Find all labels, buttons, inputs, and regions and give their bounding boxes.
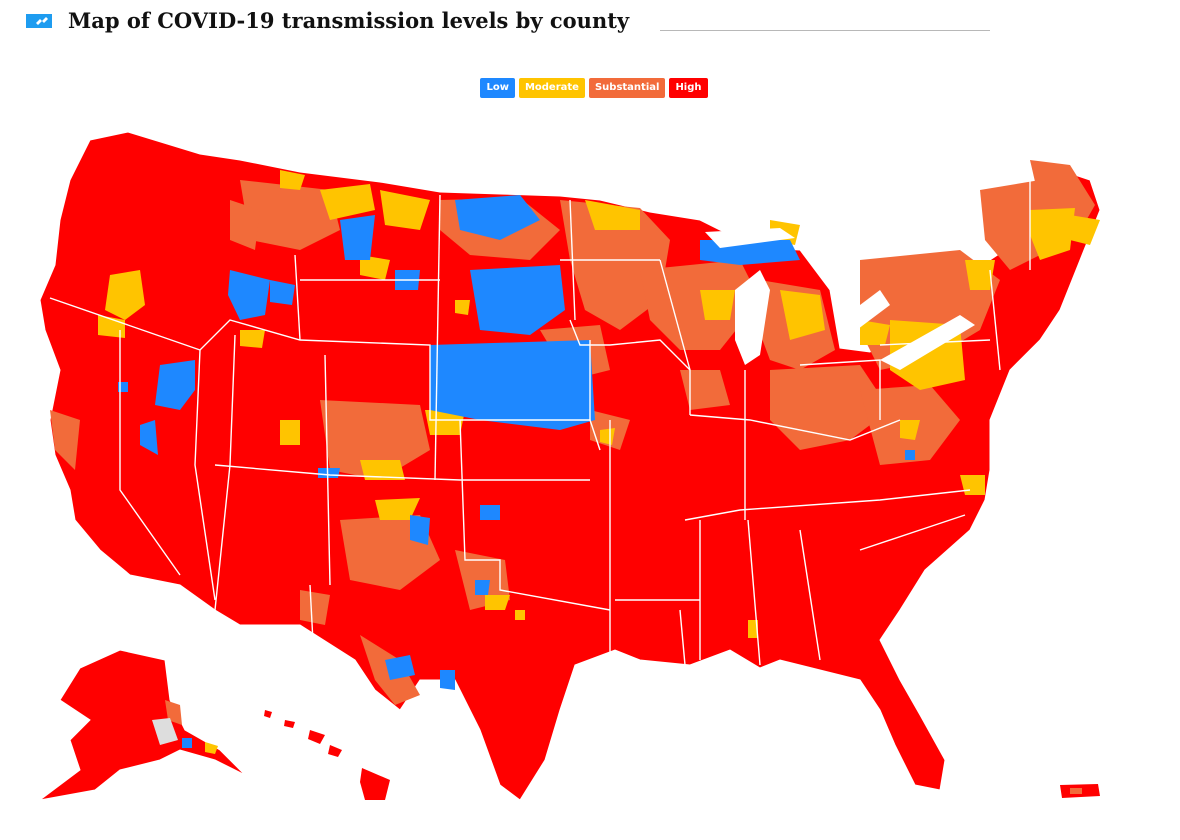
puerto-rico-substantial bbox=[1070, 788, 1082, 794]
title-divider bbox=[660, 30, 990, 31]
legend-high[interactable]: High bbox=[669, 78, 708, 98]
header: Map of COVID-19 transmission levels by c… bbox=[26, 6, 996, 42]
alaska-no-data bbox=[152, 718, 178, 745]
legend: Low Moderate Substantial High bbox=[0, 78, 1180, 98]
flag-icon bbox=[26, 14, 52, 28]
legend-substantial[interactable]: Substantial bbox=[588, 78, 666, 98]
hawaii[interactable] bbox=[264, 710, 390, 800]
map-container bbox=[0, 120, 1180, 840]
great-lakes bbox=[705, 228, 975, 370]
alaska[interactable] bbox=[39, 649, 246, 801]
page-title: Map of COVID-19 transmission levels by c… bbox=[68, 8, 630, 33]
legend-moderate[interactable]: Moderate bbox=[518, 78, 585, 98]
legend-low[interactable]: Low bbox=[480, 78, 515, 98]
us-county-map[interactable] bbox=[0, 120, 1180, 840]
alaska-moderate bbox=[205, 742, 218, 754]
alaska-low bbox=[182, 738, 192, 748]
low-counties bbox=[118, 195, 915, 690]
state-borders bbox=[49, 180, 1031, 681]
moderate-counties bbox=[98, 170, 1100, 638]
